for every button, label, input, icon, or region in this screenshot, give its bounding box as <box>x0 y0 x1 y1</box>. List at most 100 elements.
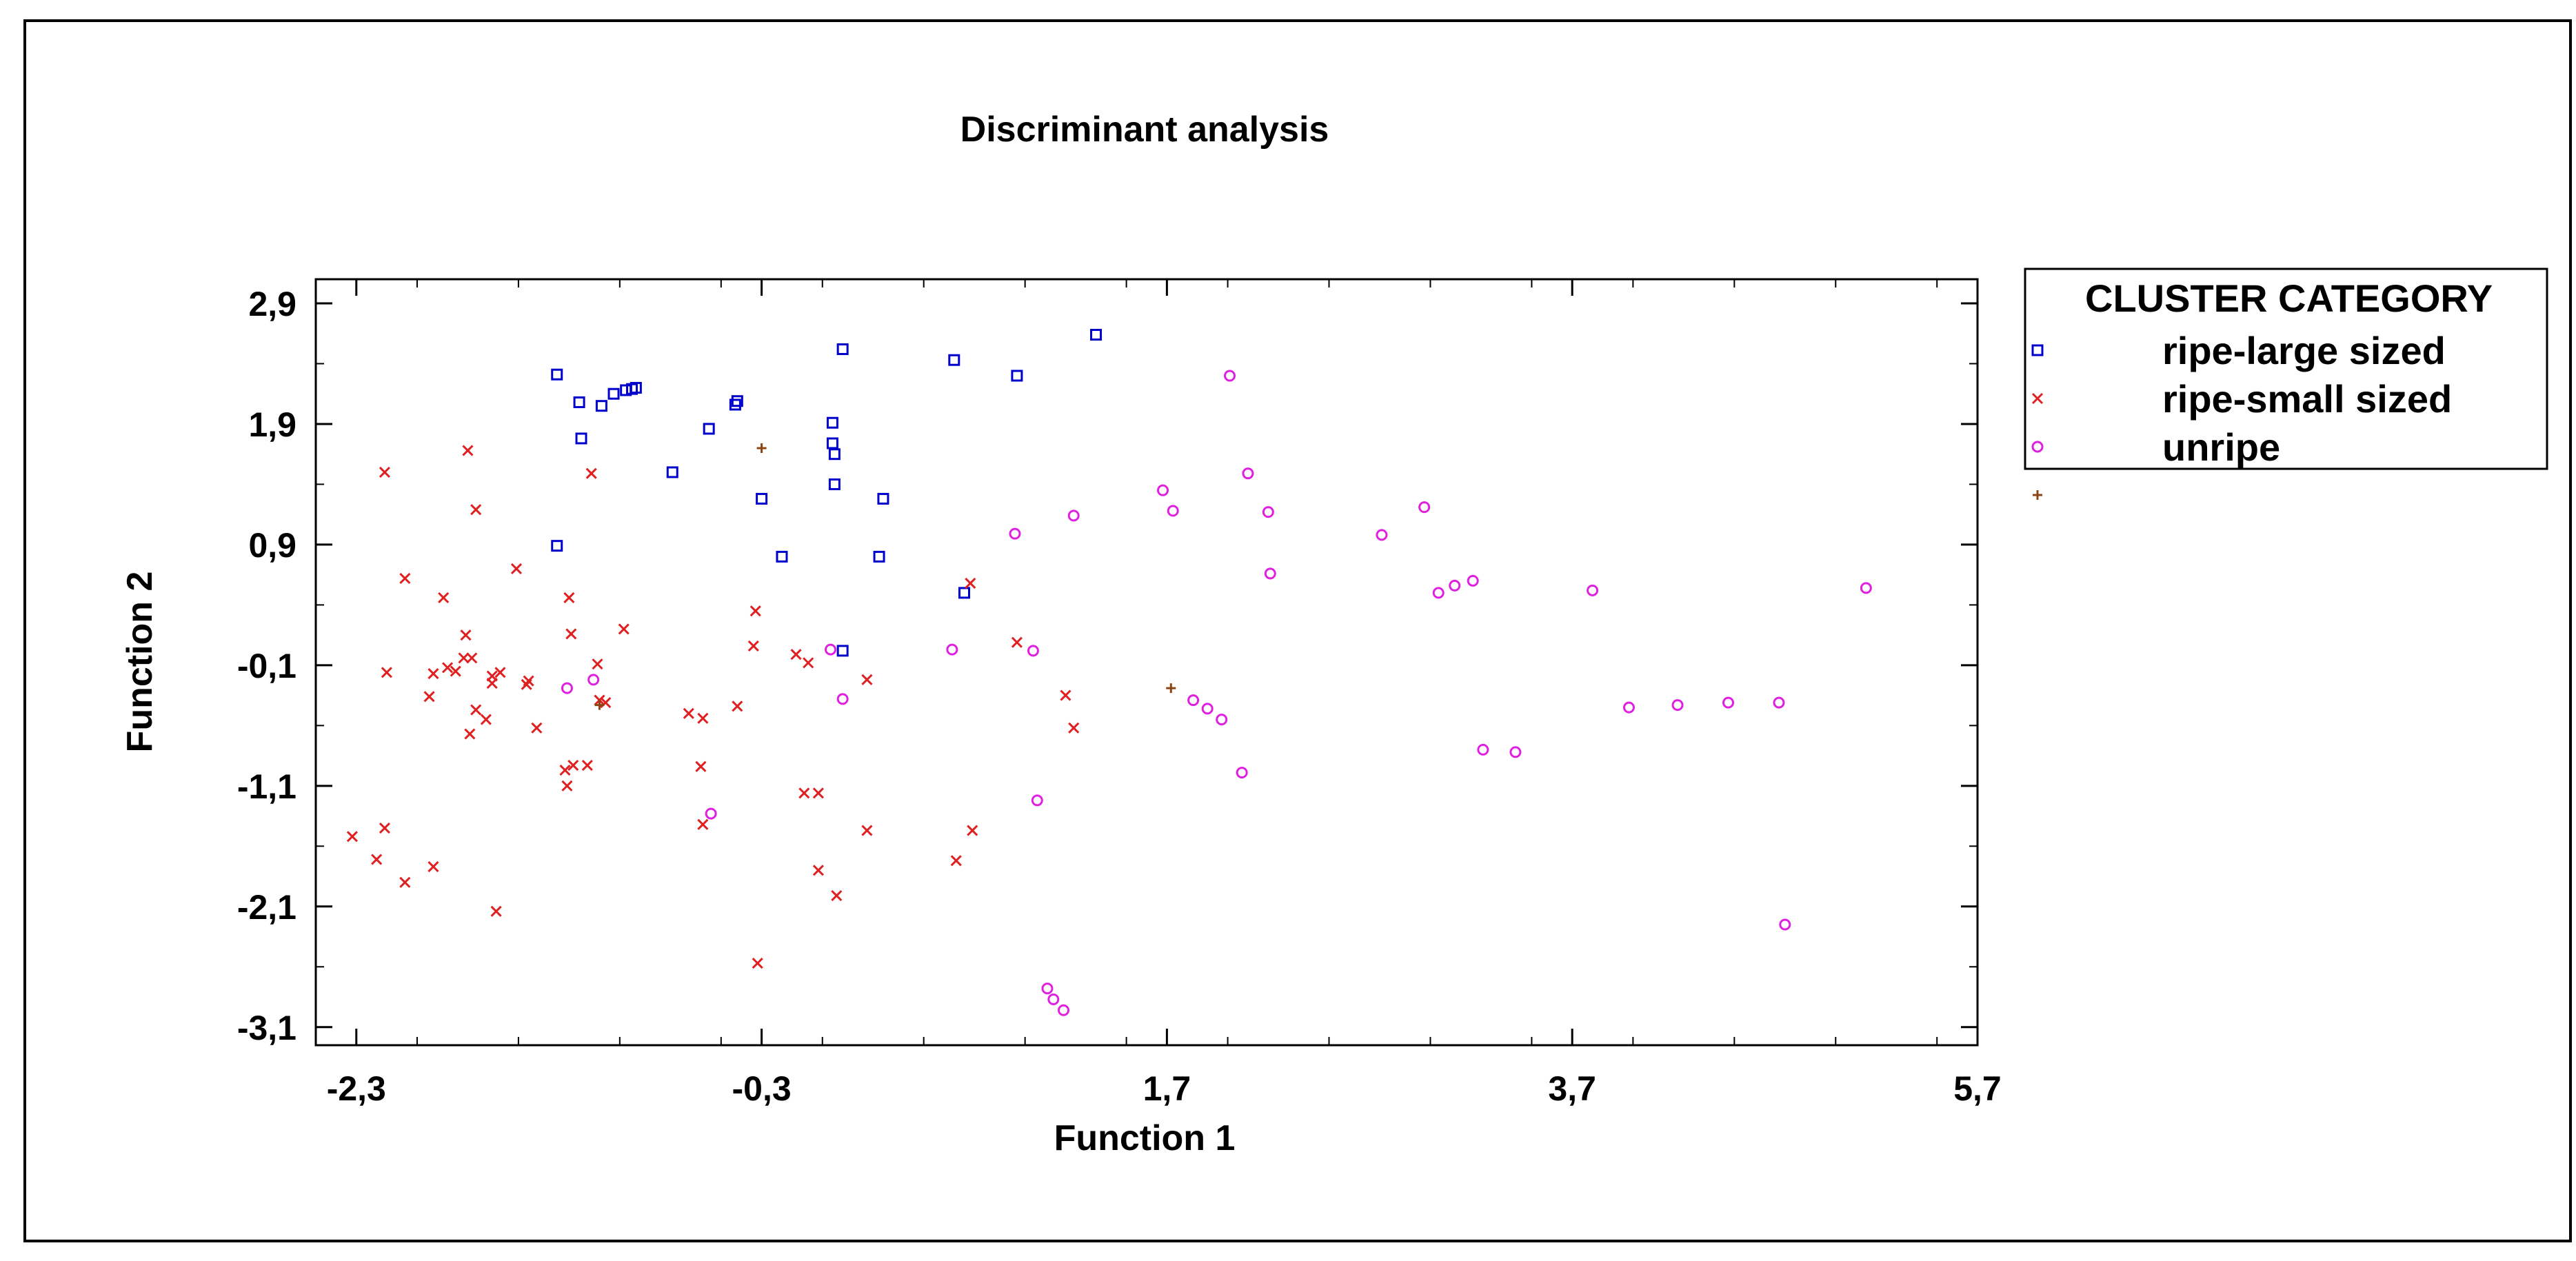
point-x <box>438 592 450 603</box>
point-circle <box>1722 696 1734 709</box>
point-circle <box>1224 370 1236 382</box>
point-circle <box>825 643 837 656</box>
point-x <box>371 854 383 865</box>
point-x <box>464 728 476 740</box>
y-tick-label: -0,1 <box>237 647 296 685</box>
point-circle <box>1622 701 1635 714</box>
point-circle <box>1031 794 1043 807</box>
point-circle <box>1587 584 1599 596</box>
point-circle <box>1779 918 1791 931</box>
point-square <box>828 448 841 461</box>
legend: CLUSTER CATEGORY ripe-large sized ripe-sm… <box>2024 268 2548 500</box>
point-square <box>826 437 838 450</box>
point-x <box>798 787 810 799</box>
point-x <box>462 445 474 456</box>
x-tick-label: 3,7 <box>1548 1069 1596 1108</box>
point-square <box>958 587 970 599</box>
legend-box <box>2024 268 2548 470</box>
point-circle <box>587 674 600 686</box>
legend-marker-plus <box>2033 490 2042 500</box>
point-square <box>836 645 849 657</box>
point-x <box>861 825 873 836</box>
point-circle <box>1509 746 1522 758</box>
point-circle <box>1418 501 1431 514</box>
point-x <box>460 629 472 641</box>
point-circle <box>1216 714 1228 726</box>
point-x <box>563 592 575 603</box>
legend-marker-x <box>2031 392 2044 405</box>
point-square <box>776 550 788 563</box>
point-x <box>567 760 579 771</box>
point-x <box>441 662 454 674</box>
y-axis: 2,9 1,9 0,9 -0,1 -1,1 -2,1 -3,1 <box>237 285 1978 1047</box>
point-square <box>703 423 715 435</box>
point-circle <box>1157 484 1169 496</box>
point-circle <box>1009 527 1021 540</box>
legend-title: CLUSTER CATEGORY <box>2085 276 2493 320</box>
point-x <box>752 957 763 969</box>
x-tick-label: 1,7 <box>1143 1069 1191 1108</box>
point-x <box>965 577 976 589</box>
point-x <box>683 707 694 719</box>
plot-area <box>314 278 1979 1047</box>
point-x <box>1011 636 1023 648</box>
point-x <box>559 765 571 776</box>
point-circle <box>1242 467 1254 480</box>
point-square <box>877 492 889 505</box>
point-circle <box>1773 696 1785 709</box>
data-points <box>346 328 1872 1016</box>
point-x <box>812 865 824 876</box>
point-square <box>756 492 768 505</box>
chart-title: Discriminant analysis <box>960 110 1329 150</box>
point-circle <box>1067 510 1080 522</box>
point-x <box>480 714 492 725</box>
point-circle <box>1671 699 1684 712</box>
point-x <box>697 818 709 830</box>
point-x <box>585 467 597 479</box>
x-axis-title: Function 1 <box>1054 1118 1236 1158</box>
point-square <box>573 396 585 408</box>
point-circle <box>1264 567 1276 580</box>
point-square <box>826 416 838 429</box>
point-x <box>381 667 392 678</box>
point-x <box>749 605 761 617</box>
point-x <box>494 667 506 678</box>
point-square <box>729 399 741 411</box>
x-tick-label: -0,3 <box>732 1069 791 1108</box>
point-square <box>836 343 849 355</box>
point-x <box>510 563 523 574</box>
legend-label: unripe <box>2162 425 2280 469</box>
point-circle <box>1201 703 1214 715</box>
point-circle <box>1041 982 1054 995</box>
point-square <box>575 432 587 445</box>
point-x <box>790 649 802 660</box>
point-x <box>379 823 390 834</box>
point-x <box>695 760 707 772</box>
point-x <box>581 760 593 771</box>
point-circle <box>1027 645 1039 657</box>
point-x <box>486 678 498 689</box>
point-x <box>523 675 534 687</box>
point-circle <box>1047 993 1060 1006</box>
point-x <box>618 623 630 635</box>
point-circle <box>946 643 958 656</box>
outer-frame <box>23 19 2572 1242</box>
point-square <box>948 354 960 366</box>
point-circle <box>1860 582 1872 594</box>
point-x <box>732 700 743 712</box>
point-x <box>967 825 978 836</box>
point-plus <box>594 700 605 710</box>
point-square <box>873 550 885 563</box>
point-x <box>831 889 843 902</box>
point-x <box>450 665 461 677</box>
y-tick-label: -2,1 <box>237 888 296 927</box>
point-plus <box>756 443 767 453</box>
point-x <box>399 876 411 888</box>
y-tick-label: 2,9 <box>248 285 296 323</box>
point-circle <box>836 693 849 705</box>
point-x <box>466 652 478 664</box>
point-x <box>561 780 573 791</box>
point-square <box>666 466 678 478</box>
y-axis-title: Function 2 <box>120 572 160 753</box>
